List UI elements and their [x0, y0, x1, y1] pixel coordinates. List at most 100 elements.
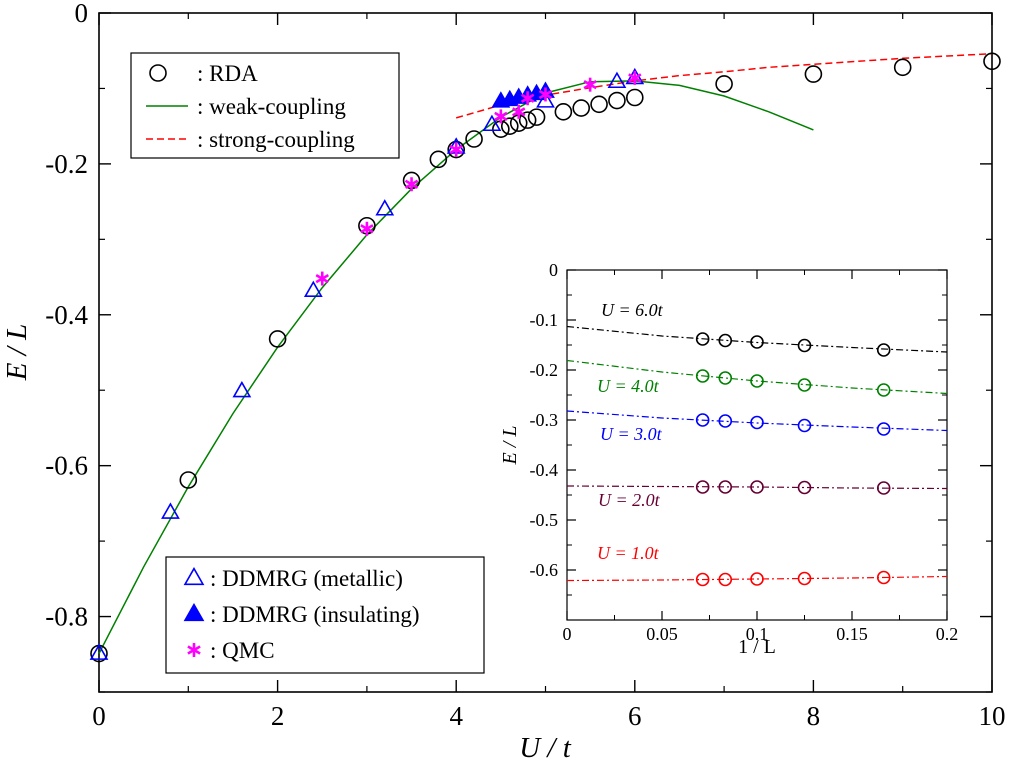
- inset-fit-line-u4: [566, 359, 948, 395]
- point-qmc-stroke: [360, 224, 374, 234]
- legend-marker-qmc-stroke: [187, 645, 201, 655]
- point-ddmrg_met: [375, 199, 395, 216]
- point-qmc: [583, 77, 597, 92]
- point-qmc-stroke: [628, 73, 642, 83]
- inset-point-u6: [750, 335, 764, 349]
- point-qmc-stroke: [583, 80, 597, 90]
- point-qmc: [315, 271, 329, 286]
- point-qmc-stroke: [538, 89, 553, 100]
- main-y-axis-label: E / L: [1, 324, 33, 381]
- point-qmc: [494, 109, 508, 124]
- main-x-tick-label: 8: [807, 701, 821, 731]
- point-qmc-stroke: [520, 93, 535, 103]
- main-x-tick-label: 4: [449, 701, 463, 731]
- main-y-tick-label: -0.4: [45, 300, 88, 330]
- inset-fit-line-u3: [566, 410, 948, 432]
- inset-point-u2: [797, 480, 812, 495]
- point-rda: [268, 330, 287, 348]
- point-rda: [893, 58, 912, 77]
- legend-label-ddmrg_ins: : DDMRG (insulating): [210, 602, 420, 627]
- main-y-tick-label: -0.2: [45, 149, 88, 179]
- inset-point-u1: [750, 572, 764, 586]
- inset-y-tick-label: 0: [549, 260, 558, 280]
- point-qmc-stroke: [494, 111, 508, 121]
- inset-point-u6: [695, 332, 710, 346]
- point-ddmrg_met: [232, 380, 252, 398]
- inset-point-u6: [718, 333, 733, 348]
- main-x-tick-label: 10: [979, 701, 1006, 731]
- main-x-axis-label: U / t: [519, 732, 572, 764]
- legend-marker-qmc: [187, 643, 201, 657]
- inset-point-u2: [876, 481, 891, 495]
- main-series: [89, 52, 1001, 663]
- point-rda: [429, 150, 448, 169]
- inset-point-u1: [797, 571, 812, 586]
- point-rda: [625, 88, 644, 107]
- main-x-tick-label: 6: [628, 701, 642, 731]
- point-qmc: [520, 91, 535, 106]
- inset-point-u4: [797, 378, 812, 392]
- inset-y-tick-label: -0.2: [530, 360, 559, 380]
- inset-point-u3: [695, 413, 710, 427]
- inset-fit-line-u1: [566, 575, 948, 582]
- inset-point-u3: [718, 414, 733, 428]
- legend-top-left-box: [130, 52, 400, 159]
- inset-point-u2: [718, 480, 733, 494]
- point-rda: [518, 111, 537, 129]
- inset-y-tick-label: -0.3: [530, 410, 559, 430]
- main-y-tick-label: 0: [75, 0, 89, 28]
- inset-x-tick-label: 0.05: [646, 624, 678, 644]
- inset-series-label-u4: U = 4.0t: [597, 376, 660, 396]
- point-ddmrg_met: [303, 280, 323, 298]
- point-rda: [554, 103, 573, 121]
- inset-y-tick-label: -0.1: [530, 310, 559, 330]
- inset-point-u4: [718, 371, 733, 385]
- point-qmc: [449, 142, 463, 157]
- point-rda: [465, 130, 483, 148]
- point-rda: [608, 91, 626, 110]
- main-x-tick-label: 2: [271, 701, 285, 731]
- point-rda: [590, 95, 608, 114]
- inset-series-label-u1: U = 1.0t: [597, 543, 660, 563]
- point-qmc-stroke: [315, 273, 329, 284]
- inset-point-u4: [876, 383, 891, 397]
- legend-label-ddmrg_met: : DDMRG (metallic): [210, 566, 403, 591]
- legend-marker-rda: [149, 64, 167, 82]
- inset-point-u3: [876, 422, 891, 436]
- point-rda: [500, 117, 519, 135]
- point-qmc-stroke: [511, 107, 526, 117]
- point-qmc-stroke: [449, 144, 463, 155]
- legend-marker-ddmrg_ins: [183, 602, 205, 622]
- point-qmc: [511, 104, 526, 119]
- legend-marker-ddmrg_met: [183, 566, 205, 586]
- inset-ticks: 0 0.05 0.1 0.15 0.2 0 -0.1 -0.2 -0.3 -0.4 -0.5 -0.6: [530, 260, 959, 644]
- main-y-tick-label: -0.8: [45, 602, 88, 632]
- inset-point-u2: [695, 480, 710, 494]
- point-rda: [983, 52, 1001, 71]
- inset-x-tick-label: 0.15: [836, 624, 868, 644]
- inset-y-tick-label: -0.6: [530, 560, 559, 580]
- inset-x-tick-label: 0.1: [746, 624, 769, 644]
- inset-point-u6: [797, 338, 812, 353]
- legend-label-weak: : weak-coupling: [197, 94, 346, 119]
- legend-label-rda: : RDA: [197, 61, 258, 86]
- inset-series-label-u6: U = 6.0t: [601, 300, 664, 320]
- point-qmc: [538, 87, 553, 102]
- point-rda: [572, 99, 591, 117]
- main-ticks: 0 2 4 6 8 10 0 -0.2 -0.4 -0.6 -0.8: [45, 0, 1005, 731]
- inset-point-u1: [718, 572, 733, 587]
- legend-label-strong: : strong-coupling: [197, 127, 355, 152]
- point-qmc: [404, 177, 419, 192]
- point-qmc-stroke: [404, 179, 419, 189]
- legend-bottom-left-box: [165, 556, 485, 674]
- point-qmc: [360, 221, 374, 236]
- point-ddmrg_met: [482, 114, 502, 132]
- point-rda: [447, 140, 466, 159]
- inset-x-tick-label: 0.2: [936, 624, 959, 644]
- point-ddmrg_met: [607, 71, 627, 89]
- point-qmc: [628, 70, 642, 85]
- inset-fit-line-u2: [566, 485, 948, 490]
- point-rda: [179, 471, 198, 489]
